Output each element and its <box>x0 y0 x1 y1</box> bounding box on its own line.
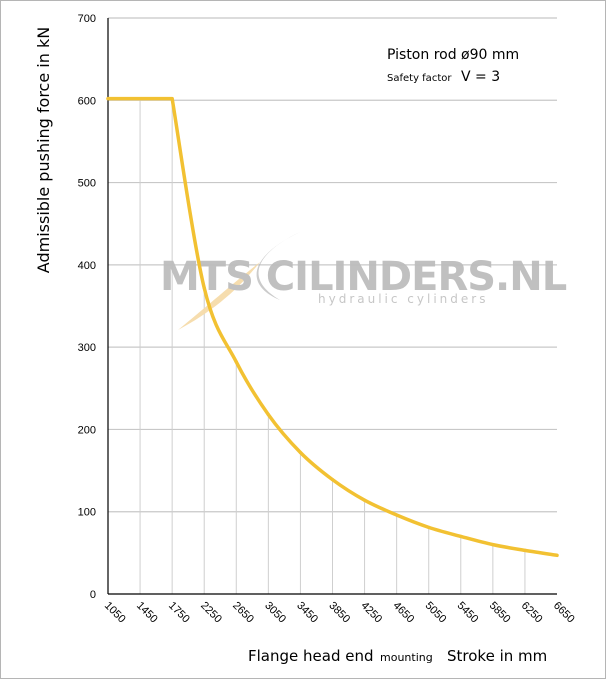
y-tick-label: 500 <box>78 178 96 190</box>
x-tick-label: 3850 <box>326 600 352 626</box>
axes <box>107 18 557 595</box>
x-axis-label-small: mounting <box>380 651 433 664</box>
y-tick-label: 0 <box>90 589 96 601</box>
data-point <box>523 548 527 552</box>
data-point <box>491 543 495 547</box>
x-axis-label-right: Stroke in mm <box>447 647 547 665</box>
x-tick-label: 6650 <box>551 600 577 626</box>
y-tick-labels: 0 100 200 300 400 500 600 700 <box>78 13 96 601</box>
x-axis-label: Flange head end <box>248 647 374 665</box>
data-point <box>106 97 110 101</box>
x-tick-labels: 1050 1450 1750 2250 2650 3050 3450 3850 4250 4650… <box>102 600 577 626</box>
data-point <box>330 478 335 482</box>
watermark-subtext: hydraulic cylinders <box>318 292 488 306</box>
data-point <box>266 413 270 417</box>
y-tick-label: 700 <box>78 13 96 25</box>
x-tick-label: 5050 <box>423 600 449 626</box>
x-tick-label: 2650 <box>230 600 256 626</box>
watermark-text: MTS CILINDERS.NL <box>160 254 567 300</box>
data-point <box>202 286 206 290</box>
y-tick-label: 300 <box>78 342 96 354</box>
data-point <box>170 97 174 101</box>
x-tick-label: 4250 <box>358 600 384 626</box>
y-tick-label: 600 <box>78 95 96 107</box>
y-axis-label: Admissible pushing force in kN <box>34 27 53 273</box>
x-tick-label: 5850 <box>487 600 513 626</box>
data-point <box>362 498 367 502</box>
data-point <box>555 553 559 557</box>
x-tick-label: 6250 <box>519 600 545 626</box>
data-point <box>427 525 431 529</box>
grid <box>108 17 557 594</box>
series-layer <box>106 96 559 558</box>
watermark: MTS CILINDERS.NL hydraulic cylinders <box>160 232 568 330</box>
data-point <box>459 534 463 539</box>
annotation-title: Piston rod ø90 mm <box>387 47 519 63</box>
x-tick-label: 4650 <box>391 600 417 626</box>
x-tick-label: 1750 <box>166 600 192 626</box>
watermark-swoosh-orange-icon <box>178 262 260 330</box>
series-line <box>106 96 559 558</box>
x-tick-label: 3450 <box>294 600 320 626</box>
y-tick-label: 200 <box>78 424 96 436</box>
x-tick-label: 1450 <box>134 600 160 626</box>
data-point <box>234 360 238 364</box>
data-point <box>298 450 303 455</box>
annotation-factor-value: V = 3 <box>461 69 500 85</box>
data-point <box>395 513 399 517</box>
annotation-factor-label: Safety factor <box>387 73 452 84</box>
x-tick-label: 2250 <box>198 600 224 626</box>
x-tick-label: 5450 <box>455 600 481 626</box>
y-tick-label: 100 <box>78 507 96 519</box>
y-tick-label: 400 <box>78 260 96 272</box>
x-tick-label: 3050 <box>262 600 288 626</box>
data-point <box>138 97 142 101</box>
x-tick-label: 1050 <box>102 600 128 626</box>
